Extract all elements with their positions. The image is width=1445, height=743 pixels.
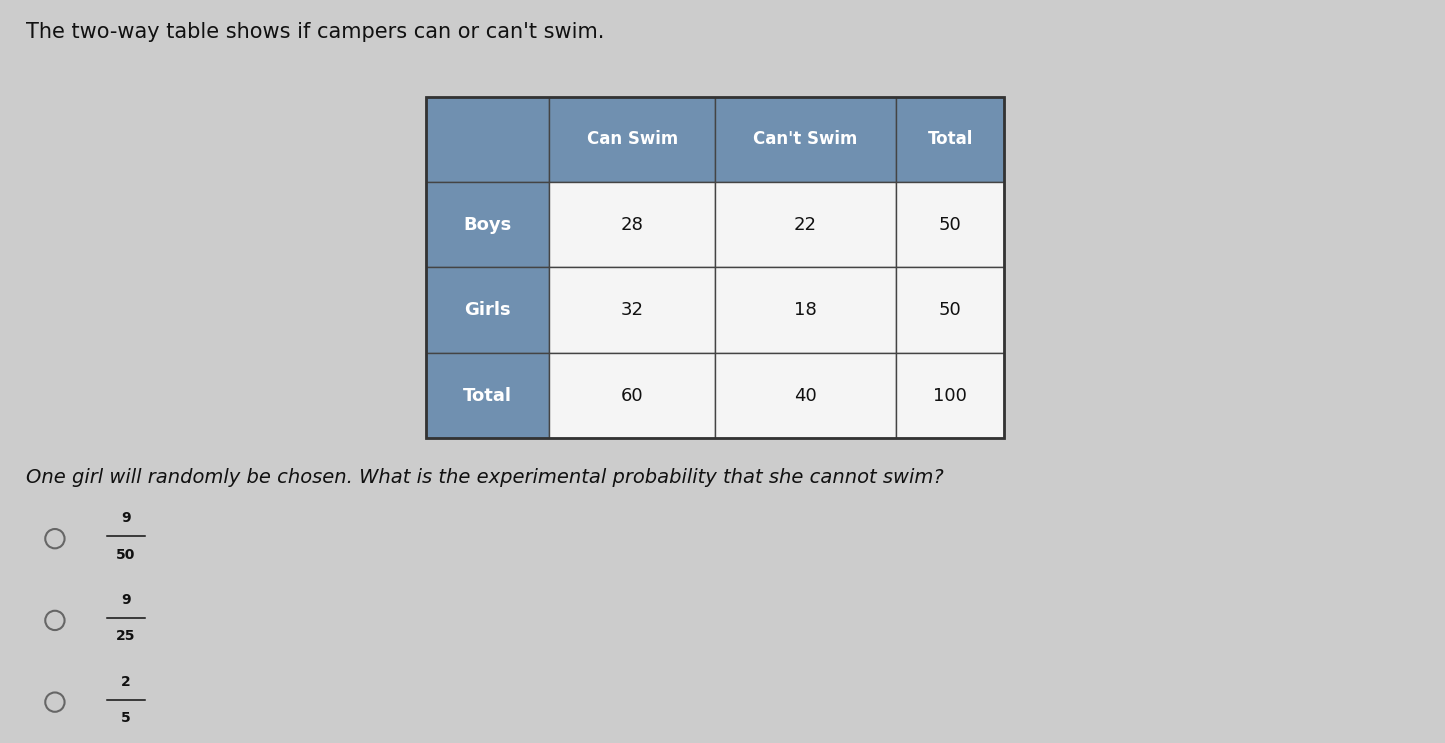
Text: 22: 22 — [795, 215, 816, 234]
Text: The two-way table shows if campers can or can't swim.: The two-way table shows if campers can o… — [26, 22, 604, 42]
Text: 32: 32 — [621, 301, 643, 319]
Bar — [896, 267, 1004, 353]
Text: 50: 50 — [939, 215, 961, 234]
Bar — [896, 97, 1004, 182]
Text: 25: 25 — [116, 629, 136, 643]
Bar — [715, 97, 896, 182]
Text: Girls: Girls — [464, 301, 512, 319]
Text: 28: 28 — [621, 215, 643, 234]
Text: 100: 100 — [933, 386, 967, 405]
Bar — [426, 353, 549, 438]
Text: Total: Total — [464, 386, 512, 405]
Bar — [896, 353, 1004, 438]
Bar — [549, 353, 715, 438]
Text: Can't Swim: Can't Swim — [753, 130, 858, 149]
Bar — [426, 97, 1004, 438]
Text: 50: 50 — [116, 548, 136, 562]
Text: 40: 40 — [795, 386, 816, 405]
Bar — [549, 267, 715, 353]
Text: 2: 2 — [121, 675, 130, 689]
Text: 50: 50 — [939, 301, 961, 319]
Bar — [549, 182, 715, 267]
Text: Boys: Boys — [464, 215, 512, 234]
Text: 5: 5 — [121, 711, 130, 725]
Text: 9: 9 — [121, 511, 130, 525]
Bar — [715, 267, 896, 353]
Text: Total: Total — [928, 130, 972, 149]
Text: Can Swim: Can Swim — [587, 130, 678, 149]
Bar — [549, 97, 715, 182]
Text: 18: 18 — [795, 301, 816, 319]
Bar — [426, 267, 549, 353]
Bar — [426, 182, 549, 267]
Bar — [715, 353, 896, 438]
Bar — [715, 182, 896, 267]
Text: One girl will randomly be chosen. What is the experimental probability that she : One girl will randomly be chosen. What i… — [26, 468, 944, 487]
Text: 9: 9 — [121, 593, 130, 607]
Bar — [426, 97, 549, 182]
Text: 60: 60 — [621, 386, 643, 405]
Bar — [896, 182, 1004, 267]
